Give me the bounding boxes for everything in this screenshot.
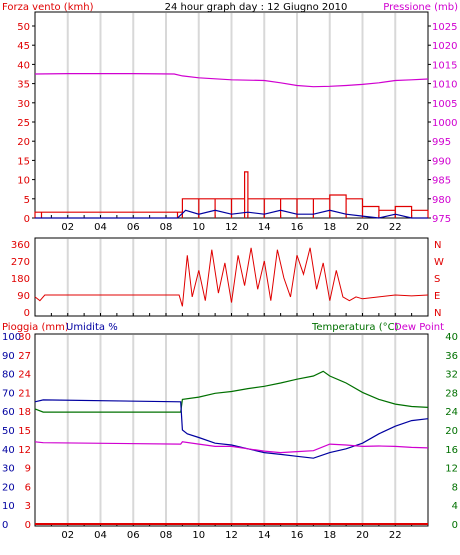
rain-y-tick: 27	[18, 351, 31, 362]
wind-axis-title: Forza vento (kmh)	[2, 2, 94, 13]
temperature-y-tick: 8	[452, 482, 458, 493]
direction-y-tick: 90	[17, 291, 30, 302]
wind-y-tick: 20	[17, 137, 30, 148]
temperature-y-tick: 32	[445, 370, 458, 381]
pressure-y-tick: 1005	[432, 99, 457, 110]
wind-y-tick: 45	[17, 41, 30, 52]
rain-y-tick: 18	[18, 407, 31, 418]
rain-y-tick: 21	[18, 388, 31, 399]
temp-humidity-x-tick: 20	[356, 530, 369, 541]
pressure-y-tick: 1025	[432, 22, 457, 33]
direction-compass-tick: N	[434, 308, 441, 319]
wind-pressure-x-tick: 12	[225, 222, 238, 233]
rain-y-tick: 6	[25, 482, 31, 493]
temperature-y-tick: 12	[445, 464, 458, 475]
wind-pressure-x-tick: 06	[127, 222, 140, 233]
temp-humidity-x-tick: 08	[160, 530, 173, 541]
pressure-y-tick: 990	[432, 156, 451, 167]
pressure-y-tick: 1010	[432, 80, 457, 91]
rain-y-tick: 0	[25, 520, 31, 531]
wind-pressure-x-tick: 18	[323, 222, 336, 233]
wind-y-tick: 25	[17, 118, 30, 129]
direction-compass-tick: E	[434, 291, 440, 302]
humidity-y-tick: 80	[2, 370, 15, 381]
wind-pressure-x-tick: 14	[258, 222, 271, 233]
temp-humidity-x-tick: 10	[192, 530, 205, 541]
wind-pressure-x-tick: 22	[389, 222, 402, 233]
direction-y-tick: 0	[24, 308, 30, 319]
temperature-y-tick: 24	[445, 407, 458, 418]
wind-y-tick: 40	[17, 60, 30, 71]
wind-y-tick: 5	[24, 195, 30, 206]
temperature-y-tick: 0	[452, 520, 458, 531]
direction-compass-tick: W	[434, 257, 444, 268]
wind-pressure-x-tick: 02	[61, 222, 74, 233]
temp-humidity-x-tick: 04	[94, 530, 107, 541]
temp-humidity-x-tick: 02	[61, 530, 74, 541]
pressure-y-tick: 980	[432, 195, 451, 206]
wind-pressure-x-tick: 08	[160, 222, 173, 233]
wind-y-tick: 0	[24, 214, 30, 225]
wind-y-tick: 50	[17, 22, 30, 33]
temp-humidity-x-tick: 12	[225, 530, 238, 541]
temperature-y-tick: 28	[445, 388, 458, 399]
humidity-y-tick: 60	[2, 407, 15, 418]
temperature-y-tick: 4	[452, 501, 458, 512]
temperature-y-tick: 36	[445, 351, 458, 362]
wind-y-tick: 15	[17, 156, 30, 167]
pressure-y-tick: 1015	[432, 60, 457, 71]
temp-humidity-x-tick: 14	[258, 530, 271, 541]
direction-compass-tick: S	[434, 274, 440, 285]
wind-y-tick: 35	[17, 80, 30, 91]
wind-pressure-x-tick: 16	[291, 222, 304, 233]
wind-pressure-x-tick: 10	[192, 222, 205, 233]
wind-y-tick: 30	[17, 99, 30, 110]
direction-y-tick: 270	[11, 257, 30, 268]
wind-pressure-x-tick: 04	[94, 222, 107, 233]
temp-humidity-x-tick: 16	[291, 530, 304, 541]
humidity-y-tick: 10	[2, 501, 15, 512]
wind-pressure-x-tick: 20	[356, 222, 369, 233]
rain-axis-title: Pioggia (mm)	[2, 322, 69, 333]
temp-humidity-x-tick: 06	[127, 530, 140, 541]
humidity-y-tick: 90	[2, 351, 15, 362]
humidity-y-tick: 50	[2, 426, 15, 437]
pressure-y-tick: 1020	[432, 41, 457, 52]
humidity-y-tick: 70	[2, 388, 15, 399]
humidity-y-tick: 20	[2, 482, 15, 493]
rain-y-tick: 15	[18, 426, 31, 437]
rain-y-tick: 24	[18, 370, 31, 381]
direction-compass-tick: N	[434, 240, 441, 251]
humidity-y-tick: 0	[2, 520, 8, 531]
temperature-y-tick: 40	[445, 332, 458, 343]
temp-humidity-x-tick: 18	[323, 530, 336, 541]
pressure-axis-title: Pressione (mb)	[383, 2, 458, 13]
pressure-y-tick: 975	[432, 214, 451, 225]
humidity-y-tick: 30	[2, 464, 15, 475]
humidity-axis-title: Umidita %	[66, 322, 118, 333]
pressure-y-tick: 985	[432, 176, 451, 187]
direction-y-tick: 360	[11, 240, 30, 251]
temperature-axis-title: Temperatura (°C)	[311, 322, 399, 333]
pressure-y-tick: 995	[432, 137, 451, 148]
rain-y-tick: 3	[25, 501, 31, 512]
rain-y-tick: 9	[25, 464, 31, 475]
pressure-y-tick: 1000	[432, 118, 457, 129]
direction-y-tick: 180	[11, 274, 30, 285]
rain-y-tick: 12	[18, 445, 31, 456]
humidity-y-tick: 40	[2, 445, 15, 456]
temperature-y-tick: 20	[445, 426, 458, 437]
temp-humidity-panel: 02 04 06 08 10 12 14 16 18 20 22010203040506070809…	[2, 332, 458, 541]
rain-y-tick: 30	[18, 332, 31, 343]
graph-title: 24 hour graph day : 12 Giugno 2010	[165, 2, 348, 13]
wind-y-tick: 10	[17, 176, 30, 187]
dewpoint-axis-title: Dew Point	[394, 322, 444, 333]
temp-humidity-x-tick: 22	[389, 530, 402, 541]
temperature-y-tick: 16	[445, 445, 458, 456]
wind-pressure-panel: 02 04 06 08 10 12 14 16 18 20 22051015202530354045…	[17, 12, 457, 233]
